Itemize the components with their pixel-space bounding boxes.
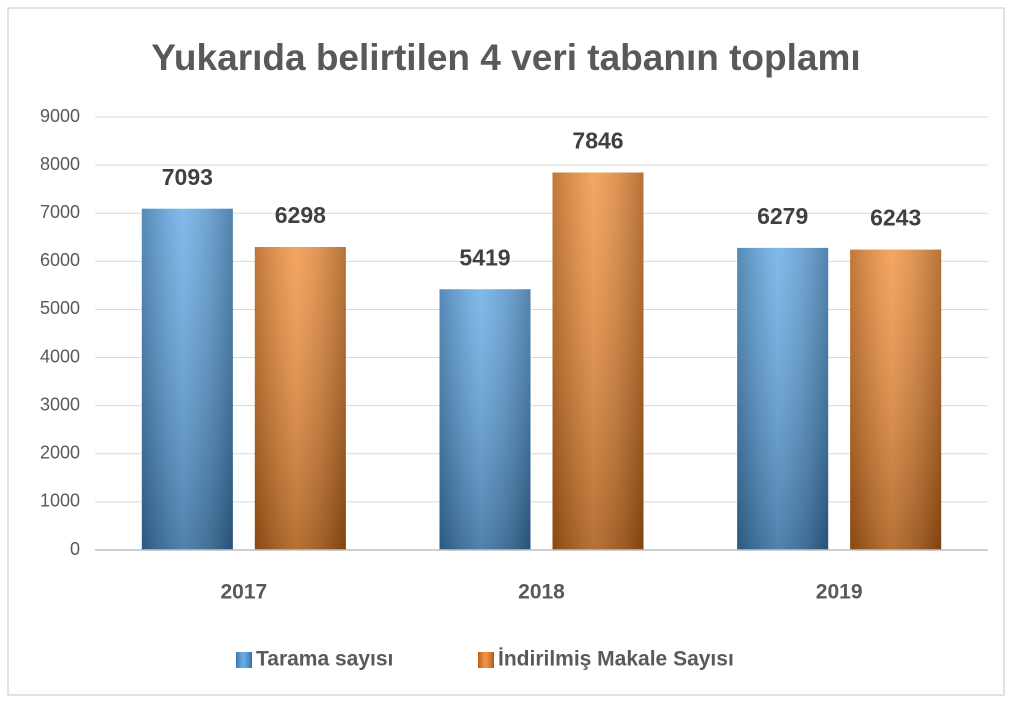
bar [439,289,531,550]
x-tick-label: 2019 [816,581,863,604]
y-tick-label: 7000 [40,202,80,222]
value-label: 6279 [757,203,808,229]
y-tick-label: 6000 [40,250,80,270]
x-tick-label: 2017 [220,581,267,604]
y-tick-label: 5000 [40,298,80,318]
chart-title: Yukarıda belirtilen 4 veri tabanın topla… [151,37,860,78]
bar [141,208,233,550]
y-tick-label: 2000 [40,443,80,463]
y-tick-label: 9000 [40,106,80,126]
value-label: 5419 [459,244,510,270]
x-tick-label: 2018 [518,581,565,604]
value-label: 7846 [572,128,623,154]
legend-label: İndirilmiş Makale Sayısı [498,648,734,671]
legend-swatch-shade [478,652,494,668]
bar [552,172,644,551]
legend-swatch-shade [236,652,252,668]
y-tick-label: 3000 [40,394,80,414]
y-tick-label: 0 [70,539,80,559]
y-tick-label: 1000 [40,491,80,511]
y-tick-label: 8000 [40,154,80,174]
bar [850,249,942,550]
y-tick-label: 4000 [40,346,80,366]
legend-label: Tarama sayısı [256,648,393,671]
value-label: 6298 [275,202,326,228]
bar [737,247,829,550]
value-label: 6243 [870,205,921,231]
value-label: 7093 [162,164,213,190]
bar [254,246,346,550]
